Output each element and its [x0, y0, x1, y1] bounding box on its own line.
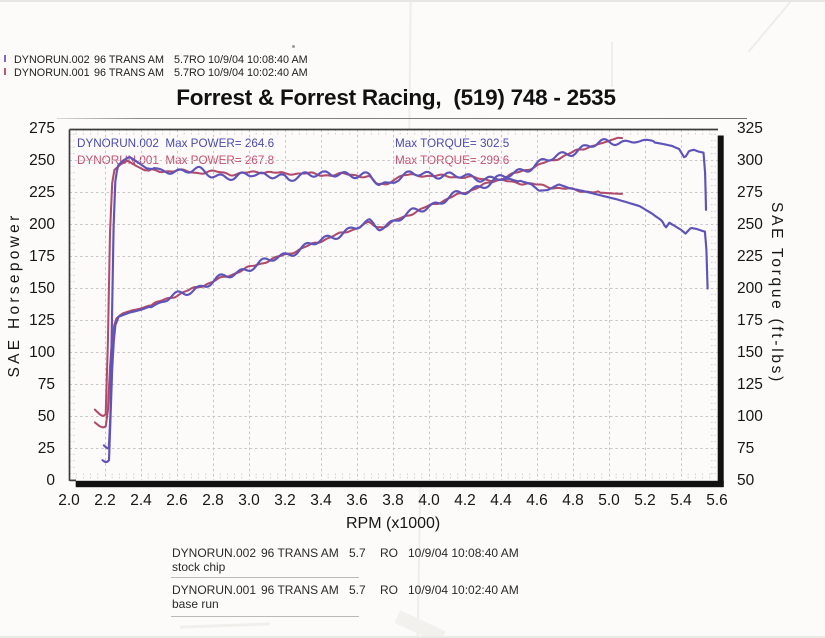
svg-text:SAE Torque (ft-lbs): SAE Torque (ft-lbs): [768, 202, 785, 384]
svg-text:SAE Horsepower: SAE Horsepower: [6, 212, 23, 377]
